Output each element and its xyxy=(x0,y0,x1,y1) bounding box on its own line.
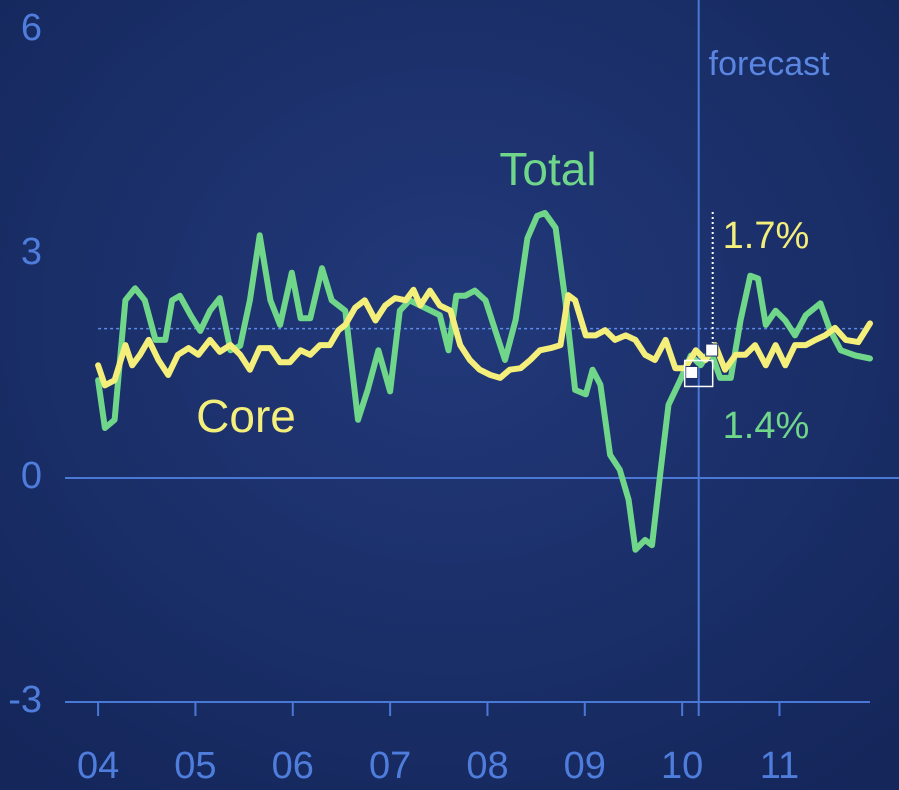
y-tick-label: 0 xyxy=(21,455,42,497)
series-line xyxy=(95,209,873,553)
x-tick-label: 10 xyxy=(661,745,703,787)
y-tick-label: 3 xyxy=(21,231,42,273)
x-tick-label: 05 xyxy=(174,745,216,787)
series-label: Core xyxy=(196,390,296,442)
x-tick-label: 11 xyxy=(760,745,799,787)
series-line xyxy=(95,286,873,389)
x-tick-label: 07 xyxy=(369,745,411,787)
annotation-marker xyxy=(685,365,699,379)
y-tick-label: 6 xyxy=(21,7,42,49)
forecast-box xyxy=(683,359,714,388)
x-tick-label: 09 xyxy=(564,745,606,787)
series-label: Total xyxy=(499,143,596,195)
x-tick-label: 04 xyxy=(77,745,119,787)
y-tick-label: -3 xyxy=(8,679,42,721)
annotation-marker xyxy=(705,343,719,357)
annotation-label: 1.4% xyxy=(723,405,810,447)
x-tick-label: 08 xyxy=(466,745,508,787)
forecast-label: forecast xyxy=(709,45,830,83)
x-tick-label: 06 xyxy=(272,745,314,787)
annotation-label: 1.7% xyxy=(723,215,810,257)
